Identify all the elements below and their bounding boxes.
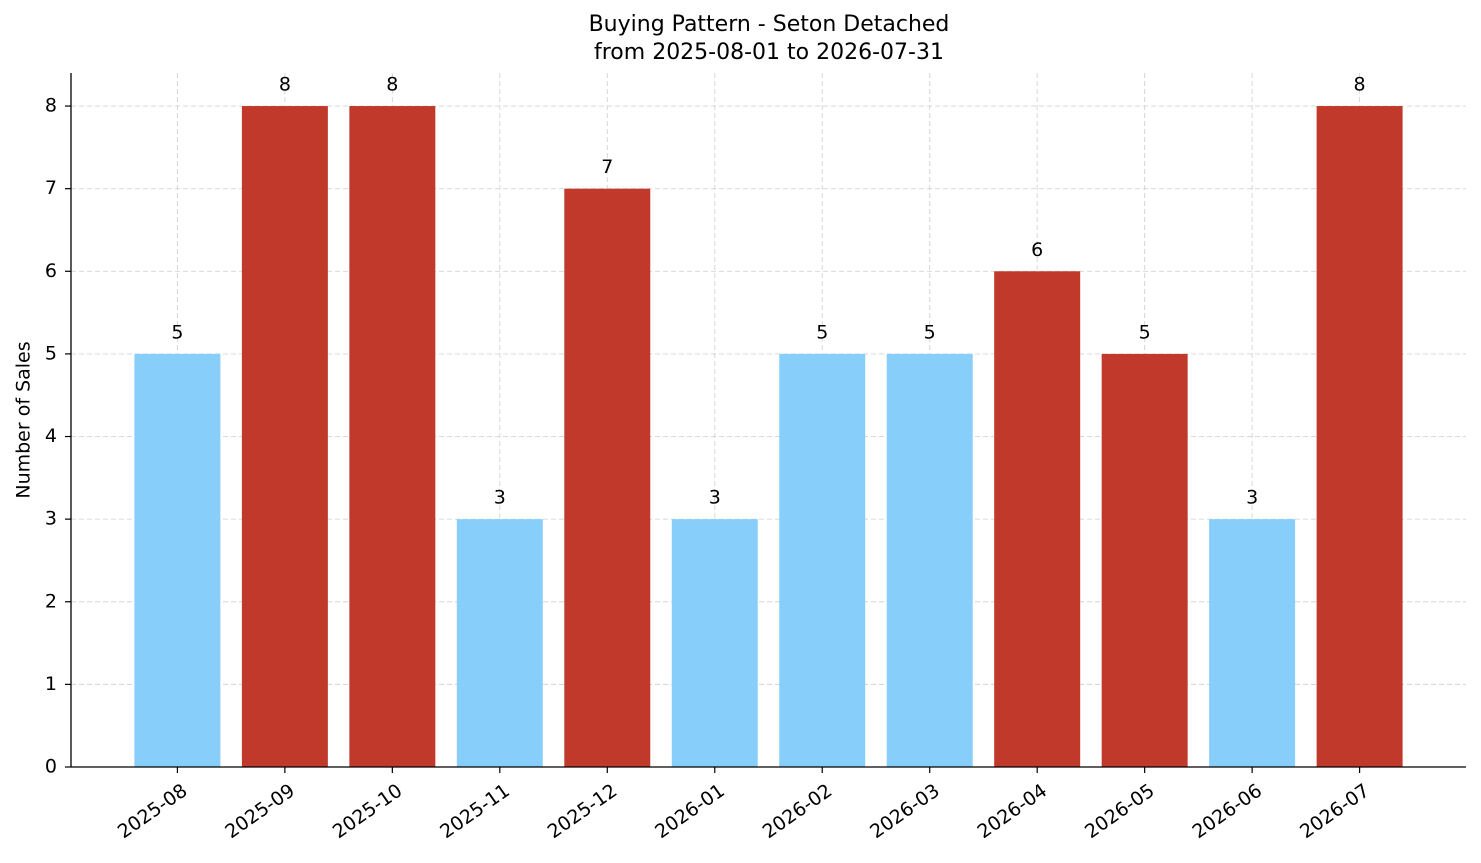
y-tick-label: 2	[45, 590, 57, 612]
x-tick-label: 2026-01	[651, 780, 729, 844]
bar	[564, 188, 651, 767]
bar	[886, 353, 973, 767]
value-label: 7	[601, 156, 613, 178]
y-axis-label: Number of Sales	[13, 341, 35, 498]
x-tick-label: 2026-07	[1296, 780, 1374, 844]
value-label: 8	[279, 74, 291, 96]
bar	[1209, 519, 1296, 767]
x-tick-label: 2026-03	[866, 780, 944, 844]
chart-title: Buying Pattern - Seton Detached	[589, 12, 950, 37]
bar	[1101, 353, 1188, 767]
value-label: 8	[386, 74, 398, 96]
bar	[994, 271, 1081, 767]
y-tick-label: 4	[45, 425, 57, 447]
value-label: 3	[494, 487, 506, 509]
value-label: 8	[1354, 74, 1366, 96]
x-tick-label: 2026-04	[974, 780, 1052, 844]
value-label: 5	[816, 321, 828, 343]
bar	[349, 106, 436, 768]
x-tick-label: 2026-06	[1188, 780, 1266, 844]
x-tick-label: 2025-11	[436, 780, 514, 844]
y-tick-label: 6	[45, 260, 57, 282]
bar	[779, 353, 866, 767]
x-tick-label: 2025-08	[114, 780, 192, 844]
value-label: 3	[709, 487, 721, 509]
chart-subtitle: from 2025-08-01 to 2026-07-31	[594, 40, 944, 65]
y-tick-label: 5	[45, 342, 57, 364]
bar	[134, 353, 221, 767]
value-label: 5	[924, 321, 936, 343]
x-tick-label: 2025-10	[329, 780, 407, 844]
bar	[671, 519, 758, 767]
x-tick-label: 2025-09	[221, 780, 299, 844]
bar	[241, 106, 328, 768]
bar	[456, 519, 543, 767]
y-tick-label: 1	[45, 673, 57, 695]
bars	[134, 106, 1403, 768]
y-tick-label: 8	[45, 95, 57, 117]
value-label: 5	[171, 321, 183, 343]
value-label: 3	[1246, 487, 1258, 509]
x-tick-label: 2025-12	[544, 780, 622, 844]
y-tick-label: 3	[45, 508, 57, 530]
bar	[1316, 106, 1403, 768]
y-tick-label: 7	[45, 177, 57, 199]
y-tick-label: 0	[45, 756, 57, 778]
value-label: 5	[1139, 321, 1151, 343]
x-tick-label: 2026-05	[1081, 780, 1159, 844]
value-label: 6	[1031, 239, 1043, 261]
x-tick-label: 2026-02	[759, 780, 837, 844]
